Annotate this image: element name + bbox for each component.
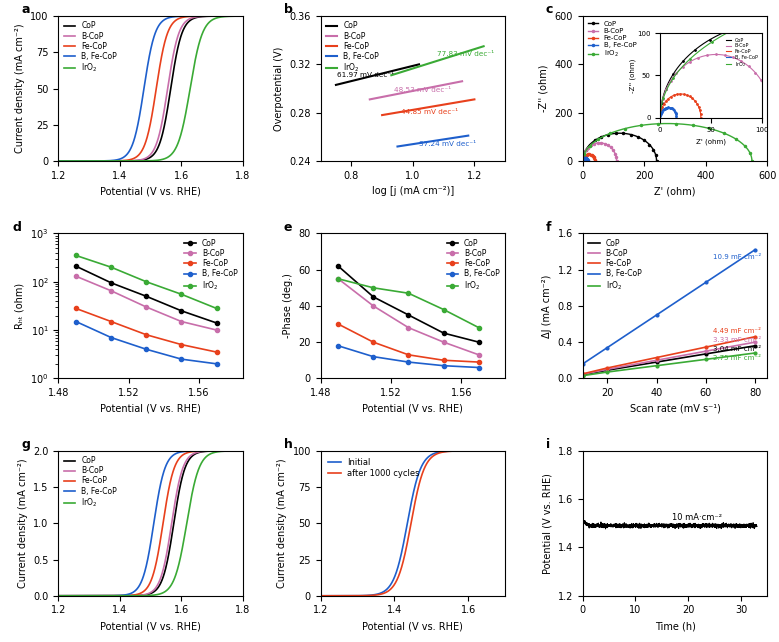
Text: 10.9 mF cm⁻²: 10.9 mF cm⁻²: [713, 254, 761, 260]
Y-axis label: Current density (mA cm⁻²): Current density (mA cm⁻²): [18, 458, 28, 588]
Y-axis label: Rₕₜ (ohm): Rₕₜ (ohm): [15, 283, 25, 329]
Text: c: c: [546, 3, 553, 16]
X-axis label: Potential (V vs. RHE): Potential (V vs. RHE): [100, 404, 201, 413]
X-axis label: Potential (V vs. RHE): Potential (V vs. RHE): [100, 621, 201, 631]
Legend: CoP, B-CoP, Fe-CoP, B, Fe-CoP, IrO$_2$: CoP, B-CoP, Fe-CoP, B, Fe-CoP, IrO$_2$: [445, 238, 502, 293]
Line: after 1000 cycles: after 1000 cycles: [321, 451, 505, 596]
Text: 37.24 mV dec⁻¹: 37.24 mV dec⁻¹: [419, 141, 476, 147]
Legend: CoP, B-CoP, Fe-CoP, B, Fe-CoP, IrO$_2$: CoP, B-CoP, Fe-CoP, B, Fe-CoP, IrO$_2$: [586, 19, 638, 60]
X-axis label: Z' (ohm): Z' (ohm): [654, 186, 696, 196]
X-axis label: Time (h): Time (h): [654, 621, 696, 631]
X-axis label: log [j (mA cm⁻²)]: log [j (mA cm⁻²)]: [372, 186, 454, 196]
after 1000 cycles: [400, 554, 409, 562]
Y-axis label: Current density (mA cm⁻²): Current density (mA cm⁻²): [277, 458, 287, 588]
Text: 61.97 mV dec⁻¹: 61.97 mV dec⁻¹: [337, 72, 395, 78]
Line: Initial: Initial: [321, 451, 505, 596]
Legend: CoP, B-CoP, Fe-CoP, B, Fe-CoP, IrO$_2$: CoP, B-CoP, Fe-CoP, B, Fe-CoP, IrO$_2$: [183, 238, 239, 293]
Text: g: g: [22, 438, 30, 451]
X-axis label: Potential (V vs. RHE): Potential (V vs. RHE): [362, 621, 464, 631]
Legend: CoP, B-CoP, Fe-CoP, B, Fe-CoP, IrO$_2$: CoP, B-CoP, Fe-CoP, B, Fe-CoP, IrO$_2$: [587, 238, 643, 293]
Text: h: h: [284, 438, 293, 451]
Y-axis label: Current density (mA cm⁻²): Current density (mA cm⁻²): [15, 24, 25, 153]
Text: 10 mA·cm⁻²: 10 mA·cm⁻²: [672, 513, 722, 522]
Initial: [316, 592, 326, 600]
Y-axis label: Potential (V vs. RHE): Potential (V vs. RHE): [542, 473, 552, 574]
after 1000 cycles: [363, 592, 372, 600]
Legend: CoP, B-CoP, Fe-CoP, B, Fe-CoP, IrO$_2$: CoP, B-CoP, Fe-CoP, B, Fe-CoP, IrO$_2$: [62, 455, 118, 511]
Text: d: d: [12, 221, 21, 234]
Text: 4.49 mF cm⁻²: 4.49 mF cm⁻²: [713, 328, 761, 334]
Text: 77.83 mV dec⁻¹: 77.83 mV dec⁻¹: [438, 51, 495, 57]
Initial: [400, 537, 409, 544]
Legend: Initial, after 1000 cycles: Initial, after 1000 cycles: [325, 455, 423, 481]
Text: f: f: [546, 221, 552, 234]
Text: a: a: [22, 3, 30, 16]
Initial: [455, 447, 464, 455]
after 1000 cycles: [348, 592, 358, 600]
after 1000 cycles: [316, 592, 326, 600]
X-axis label: Potential (V vs. RHE): Potential (V vs. RHE): [362, 404, 464, 413]
Initial: [348, 592, 358, 600]
Initial: [363, 591, 372, 599]
X-axis label: Potential (V vs. RHE): Potential (V vs. RHE): [100, 186, 201, 196]
X-axis label: Scan rate (mV s⁻¹): Scan rate (mV s⁻¹): [629, 404, 721, 413]
after 1000 cycles: [425, 456, 434, 464]
Legend: CoP, B-CoP, Fe-CoP, B, Fe-CoP, IrO$_2$: CoP, B-CoP, Fe-CoP, B, Fe-CoP, IrO$_2$: [324, 20, 381, 76]
Text: 48.53 mV dec⁻¹: 48.53 mV dec⁻¹: [394, 87, 452, 92]
Text: 2.75 mF cm⁻²: 2.75 mF cm⁻²: [713, 356, 761, 361]
Initial: [439, 447, 449, 455]
Text: 3.04 mF cm⁻²: 3.04 mF cm⁻²: [713, 347, 761, 352]
Initial: [500, 447, 509, 455]
Legend: CoP, B-CoP, Fe-CoP, B, Fe-CoP, IrO$_2$: CoP, B-CoP, Fe-CoP, B, Fe-CoP, IrO$_2$: [62, 20, 118, 76]
Text: 3.33 mF cm⁻²: 3.33 mF cm⁻²: [713, 337, 761, 343]
Y-axis label: -Phase (deg.): -Phase (deg.): [283, 273, 293, 338]
after 1000 cycles: [455, 447, 464, 455]
after 1000 cycles: [439, 448, 449, 456]
after 1000 cycles: [500, 447, 509, 455]
Text: b: b: [284, 3, 293, 16]
Text: i: i: [546, 438, 550, 451]
Y-axis label: Overpotential (V): Overpotential (V): [273, 46, 284, 131]
Y-axis label: -Z'' (ohm): -Z'' (ohm): [539, 65, 549, 112]
Initial: [425, 452, 434, 460]
Text: e: e: [284, 221, 292, 234]
Text: 44.85 mV dec⁻¹: 44.85 mV dec⁻¹: [400, 110, 458, 116]
Y-axis label: ΔJ (mA cm⁻²): ΔJ (mA cm⁻²): [542, 274, 552, 338]
